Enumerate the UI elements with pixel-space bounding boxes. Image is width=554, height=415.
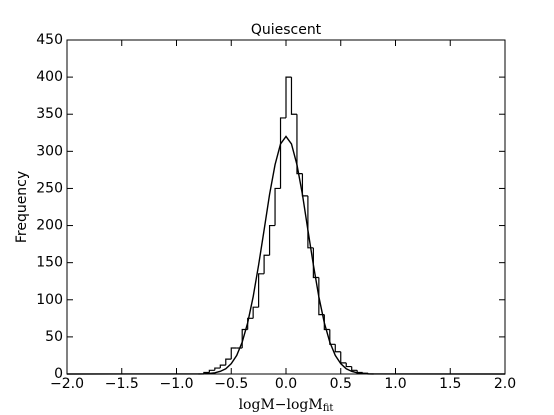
x-tick-label: 0.5 (330, 376, 352, 392)
histogram-bin (296, 114, 303, 175)
histogram-bin (285, 76, 292, 118)
fit-curve (66, 135, 506, 375)
histogram-bin (334, 344, 341, 353)
histogram-bin (345, 362, 352, 368)
y-tick-label: 150 (36, 255, 63, 271)
x-tick-label: 0.0 (275, 376, 297, 392)
y-tick-label: 200 (36, 218, 63, 234)
y-tick-label: 250 (36, 180, 63, 196)
x-axis-label-main: logM−logM (239, 397, 323, 413)
histogram-bin (340, 351, 347, 364)
histogram-bin (225, 358, 232, 366)
histogram-bin (214, 367, 221, 371)
x-tick-label: −2.0 (50, 376, 84, 392)
histogram-bin (301, 173, 308, 197)
histogram-bin (208, 369, 215, 373)
histogram-bin (247, 317, 254, 330)
histogram-bin (279, 117, 286, 189)
y-tick-label: 450 (36, 32, 63, 48)
plot-frame (66, 39, 506, 375)
histogram-bin (307, 195, 314, 249)
histogram-bin (351, 366, 358, 371)
x-tick-label: −1.0 (160, 376, 194, 392)
y-tick-label: 350 (36, 106, 63, 122)
histogram-bin (263, 254, 270, 274)
y-tick-label: 400 (36, 69, 63, 85)
histogram-bin (268, 224, 276, 256)
histogram-bin (290, 77, 297, 115)
y-axis-label: Frequency (14, 171, 30, 243)
histogram-bin (219, 364, 226, 369)
y-tick-label: 100 (36, 292, 63, 308)
histogram-bin (356, 370, 363, 374)
x-tick-label: 1.5 (439, 376, 461, 392)
x-tick-label: 2.0 (494, 376, 516, 392)
y-tick-label: 300 (36, 143, 63, 159)
histogram-bin (329, 329, 336, 345)
histogram-bin (312, 247, 319, 279)
histogram-bin (252, 306, 259, 319)
x-tick-label: −1.5 (105, 376, 139, 392)
x-tick-label: 1.0 (384, 376, 406, 392)
y-tick-label: 50 (45, 329, 63, 345)
x-axis-label-sub: fit (323, 403, 334, 414)
y-tick-label: 0 (54, 366, 63, 382)
x-axis-label: logM−logMfit (239, 397, 334, 414)
histogram-bin (258, 273, 265, 308)
chart-title: Quiescent (251, 22, 322, 38)
histogram-bin (274, 187, 281, 226)
x-tick-label: −0.5 (214, 376, 248, 392)
histogram-bin (230, 347, 237, 360)
